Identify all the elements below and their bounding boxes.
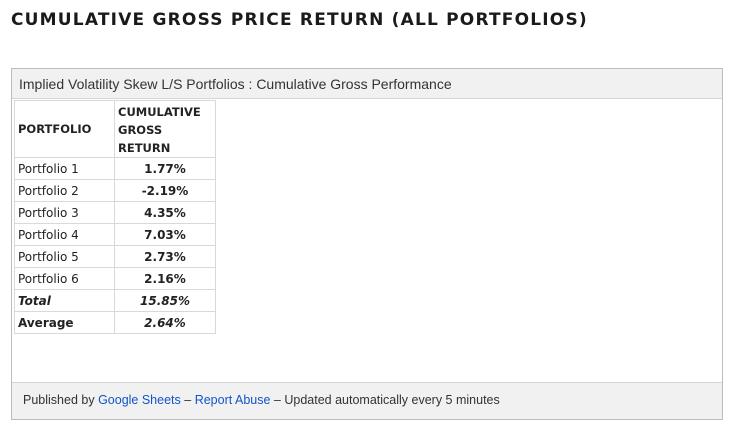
update-frequency-text: Updated automatically every 5 minutes [284, 393, 500, 407]
table-row: Portfolio 3 4.35% [14, 201, 216, 224]
report-abuse-link[interactable]: Report Abuse [194, 393, 271, 407]
portfolio-name: Portfolio 1 [14, 157, 115, 180]
portfolio-return: 4.35% [114, 201, 216, 224]
table-header-row: PORTFOLIO CUMULATIVE GROSS RETURN [14, 100, 216, 158]
header-cumulative-gross-return: CUMULATIVE GROSS RETURN [114, 100, 216, 158]
table-row: Portfolio 2 -2.19% [14, 179, 216, 202]
total-row: Total 15.85% [14, 289, 216, 312]
total-label: Total [14, 289, 115, 312]
average-label: Average [14, 311, 115, 334]
returns-table: PORTFOLIO CUMULATIVE GROSS RETURN Portfo… [14, 100, 216, 334]
google-sheets-link[interactable]: Google Sheets [98, 393, 181, 407]
embedded-sheet: Implied Volatility Skew L/S Portfolios :… [11, 68, 723, 420]
table-row: Portfolio 5 2.73% [14, 245, 216, 268]
footer-separator: – [184, 393, 192, 407]
sheet-title: Implied Volatility Skew L/S Portfolios :… [19, 76, 452, 92]
total-value: 15.85% [114, 289, 216, 312]
portfolio-return: 1.77% [114, 157, 216, 180]
portfolio-name: Portfolio 6 [14, 267, 115, 290]
portfolio-name: Portfolio 5 [14, 245, 115, 268]
header-line-1: CUMULATIVE [118, 105, 201, 119]
table-row: Portfolio 6 2.16% [14, 267, 216, 290]
average-value: 2.64% [114, 311, 216, 334]
portfolio-return: 2.73% [114, 245, 216, 268]
table-row: Portfolio 1 1.77% [14, 157, 216, 180]
portfolio-name: Portfolio 2 [14, 179, 115, 202]
sheet-footer: Published by Google Sheets – Report Abus… [12, 382, 722, 419]
portfolio-name: Portfolio 4 [14, 223, 115, 246]
footer-text: Published by Google Sheets – Report Abus… [23, 393, 500, 407]
published-by-label: Published by [23, 393, 95, 407]
header-line-3: RETURN [118, 141, 171, 155]
footer-separator: – [273, 393, 281, 407]
portfolio-return: 7.03% [114, 223, 216, 246]
header-line-2: GROSS [118, 123, 163, 137]
portfolio-name: Portfolio 3 [14, 201, 115, 224]
table-row: Portfolio 4 7.03% [14, 223, 216, 246]
header-portfolio: PORTFOLIO [14, 100, 115, 158]
portfolio-return: -2.19% [114, 179, 216, 202]
average-row: Average 2.64% [14, 311, 216, 334]
page-heading: CUMULATIVE GROSS PRICE RETURN (ALL PORTF… [11, 10, 588, 30]
sheet-title-bar: Implied Volatility Skew L/S Portfolios :… [12, 69, 722, 99]
portfolio-return: 2.16% [114, 267, 216, 290]
